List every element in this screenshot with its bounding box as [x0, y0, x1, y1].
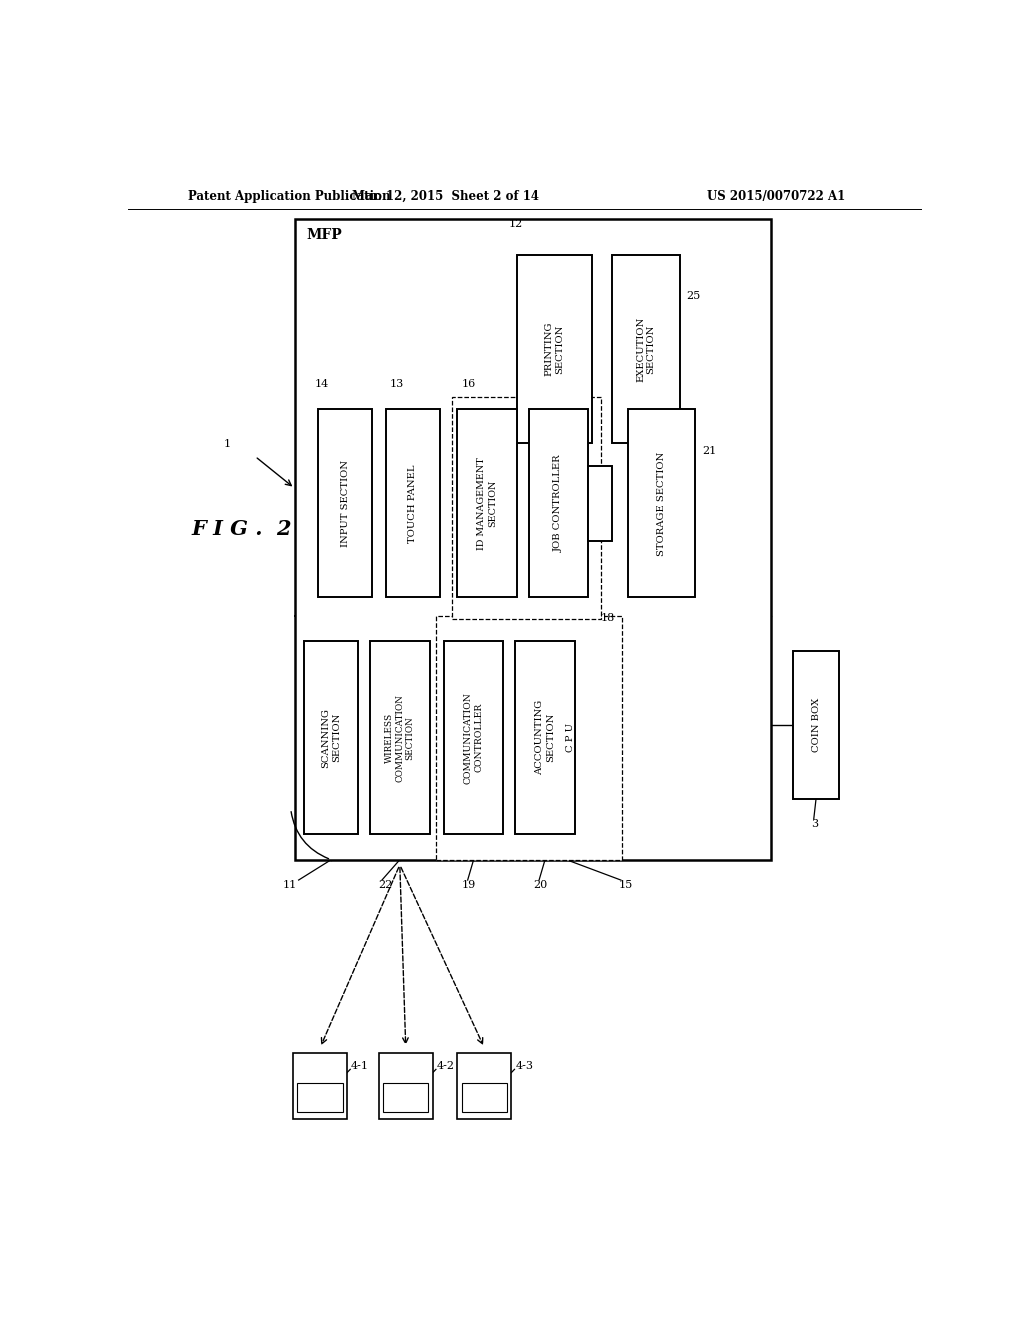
Text: ID MANAGEMENT
SECTION: ID MANAGEMENT SECTION	[477, 457, 497, 550]
Bar	[458, 1053, 511, 1119]
Text: ACCOUNTING
SECTION: ACCOUNTING SECTION	[536, 700, 555, 775]
Text: Patent Application Publication: Patent Application Publication	[188, 190, 391, 202]
Text: 22: 22	[378, 880, 392, 890]
Text: F I G .  2: F I G . 2	[191, 519, 292, 540]
Bar	[370, 642, 430, 834]
Text: 21: 21	[701, 446, 716, 455]
Bar	[436, 615, 623, 859]
Text: COMMUNICATION
CONTROLLER: COMMUNICATION CONTROLLER	[464, 692, 483, 784]
Text: COIN BOX: COIN BOX	[812, 698, 820, 752]
Text: 25: 25	[686, 292, 700, 301]
Text: 4-1: 4-1	[351, 1061, 369, 1071]
Text: 3: 3	[811, 820, 818, 829]
Text: STORAGE SECTION: STORAGE SECTION	[657, 451, 667, 556]
Bar	[528, 409, 588, 598]
Text: 14: 14	[314, 379, 329, 389]
Bar	[443, 642, 504, 834]
Text: 4-3: 4-3	[515, 1061, 534, 1071]
Text: C P U: C P U	[565, 723, 574, 752]
Bar	[588, 466, 612, 541]
Text: WIRELESS
COMMUNICATION
SECTION: WIRELESS COMMUNICATION SECTION	[385, 694, 415, 781]
Bar	[383, 1082, 428, 1113]
Bar	[458, 409, 517, 598]
Text: 11: 11	[283, 880, 297, 890]
Bar	[318, 409, 373, 598]
Bar	[612, 255, 680, 444]
Bar	[293, 1053, 347, 1119]
Bar	[793, 651, 839, 799]
Text: 13: 13	[390, 379, 404, 389]
Bar	[304, 642, 358, 834]
Text: 20: 20	[534, 880, 548, 890]
Bar	[295, 219, 771, 859]
Bar	[462, 1082, 507, 1113]
Text: MFP: MFP	[306, 227, 342, 242]
Text: 15: 15	[618, 880, 633, 890]
Text: INPUT SECTION: INPUT SECTION	[341, 459, 350, 546]
Text: 16: 16	[461, 379, 475, 389]
Text: 12: 12	[509, 219, 523, 230]
Bar	[297, 1082, 343, 1113]
Text: Mar. 12, 2015  Sheet 2 of 14: Mar. 12, 2015 Sheet 2 of 14	[352, 190, 539, 202]
Text: US 2015/0070722 A1: US 2015/0070722 A1	[708, 190, 846, 202]
Bar	[386, 409, 440, 598]
Bar	[452, 397, 601, 619]
Text: 4-2: 4-2	[436, 1061, 455, 1071]
Text: JOB CONTROLLER: JOB CONTROLLER	[554, 454, 563, 552]
Text: EXECUTION
SECTION: EXECUTION SECTION	[636, 317, 655, 381]
Text: 18: 18	[600, 612, 614, 623]
Text: 1: 1	[223, 438, 230, 449]
Bar	[517, 255, 592, 444]
Bar	[628, 409, 695, 598]
Text: TOUCH PANEL: TOUCH PANEL	[409, 465, 418, 543]
Text: SCANNING
SECTION: SCANNING SECTION	[322, 708, 341, 768]
Bar	[379, 1053, 433, 1119]
Bar	[515, 642, 574, 834]
Text: 19: 19	[462, 880, 476, 890]
Text: PRINTING
SECTION: PRINTING SECTION	[545, 322, 564, 376]
